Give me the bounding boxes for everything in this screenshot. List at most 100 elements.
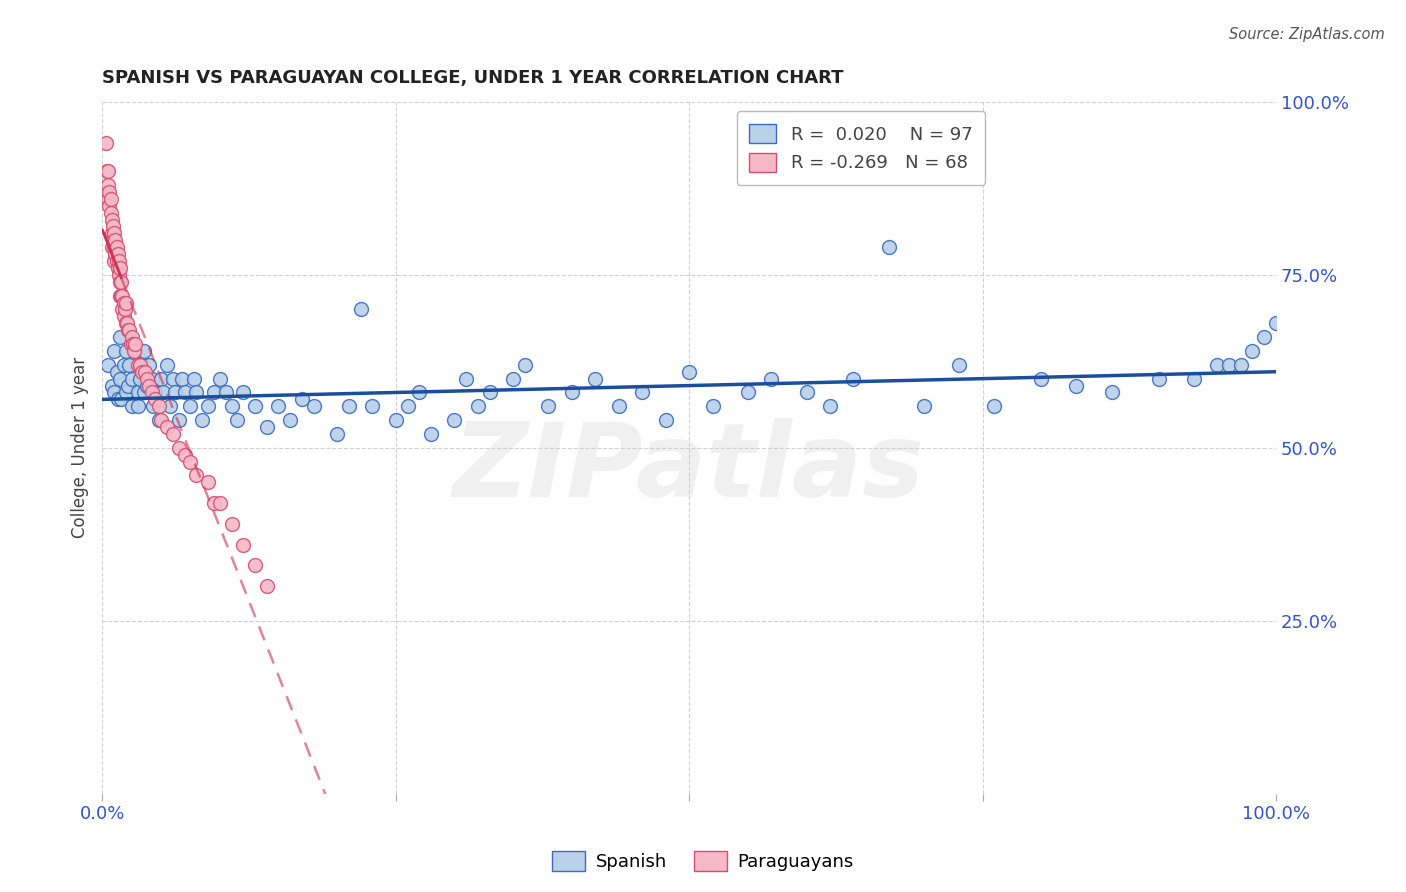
Point (326, 427, 349, 442)
Point (97, 164, 120, 178)
Point (121, 400, 143, 414)
Point (112, 310, 135, 324)
Point (111, 302, 134, 317)
Point (172, 371, 194, 385)
Point (912, 400, 935, 414)
Point (478, 385, 501, 400)
Point (243, 558, 266, 573)
Point (165, 385, 187, 400)
Point (467, 400, 489, 414)
Point (243, 400, 266, 414)
Point (108, 371, 131, 385)
Point (173, 448, 195, 462)
Point (117, 378, 139, 392)
Point (702, 400, 724, 414)
Point (129, 358, 152, 372)
Point (122, 337, 145, 351)
Point (1031, 371, 1053, 385)
Point (1206, 358, 1229, 372)
Point (173, 385, 195, 400)
Point (103, 254, 125, 268)
Point (256, 579, 278, 593)
Point (818, 400, 841, 414)
Point (105, 365, 128, 379)
Point (607, 400, 630, 414)
Point (97, 178, 120, 192)
Point (156, 420, 179, 434)
Point (121, 371, 143, 385)
Point (513, 358, 536, 372)
Point (112, 295, 135, 310)
Point (129, 371, 152, 385)
Point (105, 254, 128, 268)
Point (136, 371, 159, 385)
Point (208, 371, 231, 385)
Point (232, 538, 254, 552)
Point (420, 427, 443, 442)
Point (1241, 343, 1264, 358)
Point (103, 227, 125, 241)
Point (654, 413, 676, 427)
Point (101, 227, 124, 241)
Point (115, 316, 138, 330)
Point (118, 323, 141, 337)
Point (948, 358, 970, 372)
Point (110, 275, 132, 289)
Point (221, 516, 243, 531)
Point (141, 385, 163, 400)
Point (122, 343, 145, 358)
Point (98, 199, 121, 213)
Point (256, 420, 278, 434)
Point (115, 385, 138, 400)
Point (186, 385, 208, 400)
Point (583, 371, 606, 385)
Point (456, 371, 478, 385)
Point (159, 400, 181, 414)
Point (108, 268, 131, 282)
Point (202, 385, 225, 400)
Point (191, 413, 214, 427)
Point (97, 192, 120, 206)
Point (150, 413, 173, 427)
Point (114, 302, 136, 317)
Point (100, 192, 122, 206)
Text: Source: ZipAtlas.com: Source: ZipAtlas.com (1229, 27, 1385, 42)
Point (108, 330, 131, 344)
Point (983, 400, 1005, 414)
Point (162, 371, 184, 385)
Point (221, 400, 243, 414)
Point (167, 441, 190, 455)
Point (167, 413, 190, 427)
Point (1182, 371, 1205, 385)
Point (232, 385, 254, 400)
Point (107, 247, 129, 261)
Point (110, 288, 132, 302)
Point (104, 247, 127, 261)
Point (103, 240, 125, 254)
Point (127, 385, 149, 400)
Point (1101, 385, 1123, 400)
Point (148, 413, 170, 427)
Point (111, 288, 134, 302)
Point (156, 358, 179, 372)
Legend: R =  0.020    N = 97, R = -0.269   N = 68: R = 0.020 N = 97, R = -0.269 N = 68 (737, 111, 986, 185)
Point (108, 288, 131, 302)
Point (183, 371, 205, 385)
Point (678, 365, 700, 379)
Point (101, 212, 124, 227)
Point (361, 400, 384, 414)
Point (179, 400, 201, 414)
Point (186, 468, 208, 483)
Point (103, 343, 125, 358)
Point (1253, 330, 1275, 344)
Point (94, 136, 117, 151)
Point (108, 275, 131, 289)
Point (141, 371, 163, 385)
Point (115, 343, 138, 358)
Point (179, 455, 201, 469)
Point (197, 475, 219, 490)
Point (214, 385, 236, 400)
Point (152, 385, 174, 400)
Point (101, 378, 124, 392)
Point (537, 400, 560, 414)
